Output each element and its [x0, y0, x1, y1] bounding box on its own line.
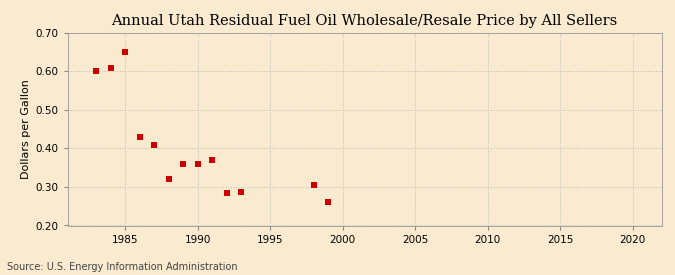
- Title: Annual Utah Residual Fuel Oil Wholesale/Resale Price by All Sellers: Annual Utah Residual Fuel Oil Wholesale/…: [111, 14, 618, 28]
- Y-axis label: Dollars per Gallon: Dollars per Gallon: [22, 79, 31, 179]
- Text: Source: U.S. Energy Information Administration: Source: U.S. Energy Information Administ…: [7, 262, 238, 272]
